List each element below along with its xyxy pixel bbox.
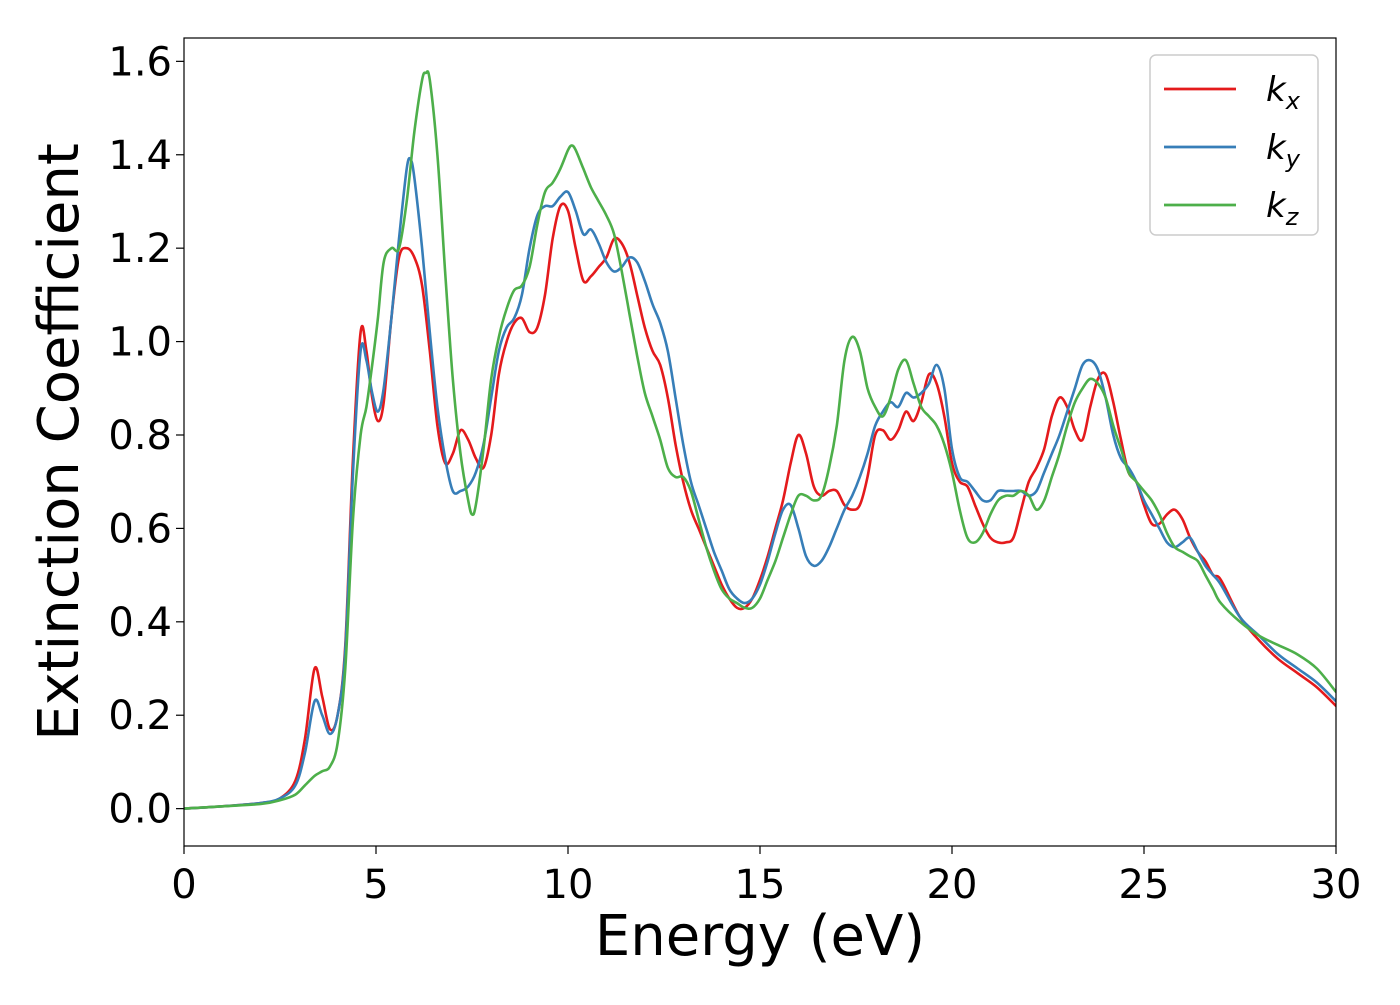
x-tick-label: 15 [735,862,786,908]
series-line-k-y [184,156,1336,810]
series-layer [184,70,1336,810]
y-tick-label: 1.6 [108,39,172,85]
x-tick-label: 25 [1119,862,1170,908]
y-tick-label: 0.4 [108,600,172,646]
x-axis-label: Energy (eV) [595,904,925,969]
y-axis-label: Extinction Coefficient [27,143,92,741]
x-tick-label: 30 [1311,862,1362,908]
y-tick-label: 1.2 [108,226,172,272]
legend-box [1149,54,1319,236]
x-tick-label: 0 [171,862,196,908]
legend-entry-k-z: kz [1266,186,1300,231]
series-line-k-z [184,70,1336,810]
x-tick-label: 10 [543,862,594,908]
y-tick-label: 0.6 [108,506,172,552]
legend: kx ky kz [1149,54,1319,236]
y-tick-label: 1.4 [108,133,172,179]
legend-entry-k-x: kx [1266,70,1301,115]
x-axis-ticks: 0 5 10 15 20 25 30 [171,846,1361,908]
legend-entry-k-y: ky [1266,128,1301,173]
y-tick-label: 0.0 [108,787,172,833]
y-tick-label: 1.0 [108,320,172,366]
y-axis-ticks: 0.0 0.2 0.4 0.6 0.8 1.0 1.2 1.4 1.6 [108,39,184,833]
x-tick-label: 5 [363,862,388,908]
series-line-k-x [184,202,1336,810]
y-tick-label: 0.8 [108,413,172,459]
y-tick-label: 0.2 [108,693,172,739]
x-tick-label: 20 [927,862,978,908]
